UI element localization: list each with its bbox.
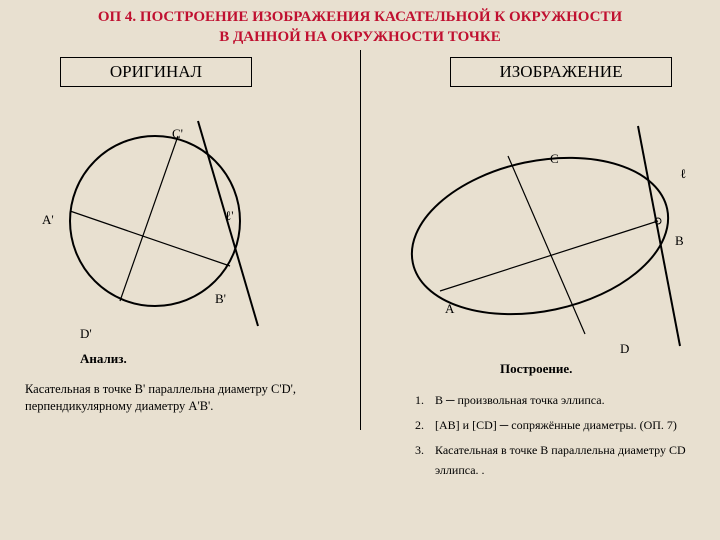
- step-num: 2.: [415, 416, 435, 435]
- step-text: Касательная в точке B параллельна диамет…: [435, 441, 705, 479]
- label-b: B: [675, 233, 684, 249]
- analysis-heading: Анализ.: [80, 351, 127, 367]
- step-2: 2. [AB] и [CD] ─ сопряжённые диаметры. (…: [415, 416, 705, 435]
- title-line-2: В ДАННОЙ НА ОКРУЖНОСТИ ТОЧКЕ: [219, 29, 501, 45]
- step-num: 1.: [415, 391, 435, 410]
- label-d-prime: D': [80, 326, 92, 342]
- title-line-1: ОП 4. ПОСТРОЕНИЕ ИЗОБРАЖЕНИЯ КАСАТЕЛЬНОЙ…: [98, 9, 622, 25]
- label-d: D: [620, 341, 629, 357]
- diameter-cd: [120, 136, 178, 301]
- right-column: ИЗОБРАЖЕНИЕ C ℓ B A D Построение. 1. B ─…: [360, 51, 720, 531]
- columns: ОРИГИНАЛ C' A' ℓ' B' D' Анализ. Касатель…: [0, 51, 720, 531]
- step-1: 1. B ─ произвольная точка эллипса.: [415, 391, 705, 410]
- analysis-text: Касательная в точке B' параллельна диаме…: [25, 381, 305, 415]
- step-3: 3. Касательная в точке B параллельна диа…: [415, 441, 705, 479]
- label-l: ℓ: [680, 166, 686, 182]
- page-title: ОП 4. ПОСТРОЕНИЕ ИЗОБРАЖЕНИЯ КАСАТЕЛЬНОЙ…: [0, 0, 720, 51]
- step-num: 3.: [415, 441, 435, 479]
- left-column: ОРИГИНАЛ C' A' ℓ' B' D' Анализ. Касатель…: [0, 51, 360, 531]
- label-b-prime: B': [215, 291, 226, 307]
- diameter-ab: [70, 211, 230, 266]
- construction-heading: Построение.: [500, 361, 572, 377]
- step-text: B ─ произвольная точка эллипса.: [435, 391, 705, 410]
- label-l-prime: ℓ': [225, 208, 234, 224]
- tangent-line-img: [638, 126, 680, 346]
- image-figure: [360, 66, 720, 376]
- label-c-prime: C': [172, 126, 183, 142]
- step-text: [AB] и [CD] ─ сопряжённые диаметры. (ОП.…: [435, 416, 705, 435]
- label-c: C: [550, 151, 559, 167]
- construction-steps: 1. B ─ произвольная точка эллипса. 2. [A…: [415, 391, 705, 486]
- diameter-cd-img: [508, 156, 585, 334]
- original-figure: [0, 66, 360, 366]
- label-a-prime: A': [42, 212, 54, 228]
- label-a: A: [445, 301, 454, 317]
- ellipse: [397, 136, 683, 337]
- circle: [70, 136, 240, 306]
